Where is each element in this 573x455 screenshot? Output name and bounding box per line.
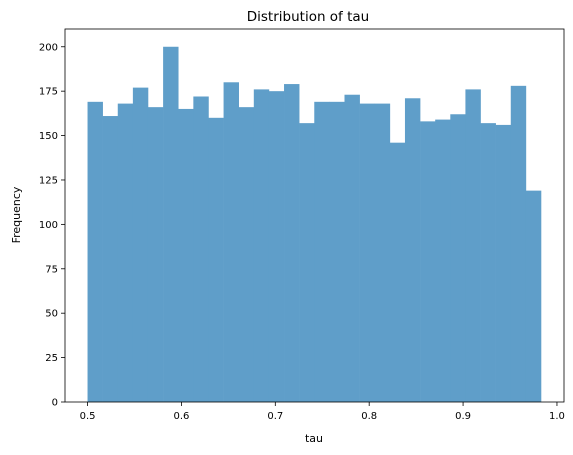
y-tick-label: 0 [52, 398, 58, 409]
x-axis: 0.5 0.6 0.7 0.8 0.9 1.0 [80, 402, 565, 422]
x-tick-label: 0.5 [80, 411, 96, 422]
histogram-bar [132, 87, 149, 402]
x-tick-label: 0.7 [267, 411, 283, 422]
bars-group [87, 46, 542, 403]
histogram-bar [193, 96, 209, 402]
histogram-bar [208, 117, 224, 403]
histogram-bar [420, 121, 436, 402]
histogram-bar [102, 116, 119, 403]
y-axis-label: Frequency [10, 186, 23, 243]
y-tick-label: 50 [45, 309, 58, 320]
plot-frame [64, 28, 565, 403]
histogram-bar [284, 84, 300, 403]
x-tick-label: 0.8 [361, 411, 377, 422]
chart-title: Distribution of tau [247, 9, 369, 25]
y-tick-label: 175 [39, 87, 58, 98]
x-axis-label: tau [305, 432, 323, 445]
histogram-bar [253, 89, 270, 402]
histogram-bar [404, 98, 421, 403]
histogram-bar [495, 124, 512, 403]
y-tick-label: 150 [39, 131, 58, 142]
histogram-bar [87, 101, 103, 403]
y-tick-label: 25 [45, 353, 58, 364]
histogram-bar [314, 101, 330, 403]
histogram-bar [344, 94, 360, 402]
histogram-bar [480, 123, 496, 402]
histogram-bar [163, 46, 179, 403]
histogram-bar [223, 82, 239, 403]
x-tick-label: 0.9 [455, 411, 471, 422]
x-tick-label: 1.0 [549, 411, 565, 422]
histogram-bar [117, 103, 134, 402]
histogram-bar [450, 114, 466, 402]
y-tick-label: 125 [39, 175, 58, 186]
histogram-bar [299, 123, 315, 402]
histogram-bar [329, 101, 345, 403]
histogram-bar [238, 107, 255, 403]
histogram-bar [510, 85, 527, 402]
y-tick-label: 75 [45, 264, 58, 275]
histogram-bar [178, 108, 194, 402]
histogram-bar [359, 103, 376, 402]
y-tick-label: 200 [39, 42, 58, 53]
histogram-bar [147, 107, 164, 403]
histogram-bar [268, 91, 285, 403]
x-tick-label: 0.6 [173, 411, 189, 422]
histogram-bar [435, 119, 451, 402]
y-axis: 0 25 50 75 100 125 150 175 200 [39, 42, 65, 409]
histogram-bar [525, 190, 542, 402]
histogram-bar [374, 103, 391, 402]
histogram-bar [465, 89, 481, 402]
histogram-bar [389, 142, 406, 402]
y-tick-label: 100 [39, 220, 58, 231]
